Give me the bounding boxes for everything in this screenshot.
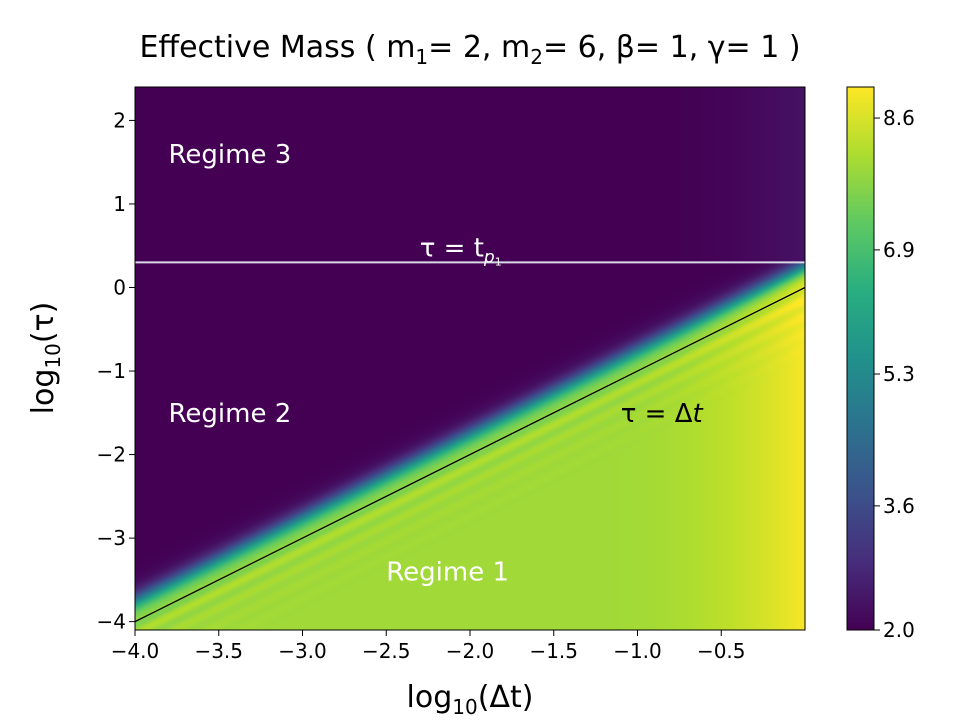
colorbar-tick-label: 2.0 [883, 618, 915, 642]
x-tick-label: −3.5 [194, 639, 243, 663]
y-tick-label: −1 [97, 359, 126, 383]
tau-tp1-label: τ = tp1 [420, 233, 502, 268]
colorbar-tick-label: 6.9 [883, 238, 915, 262]
y-tick-label: −2 [97, 443, 126, 467]
regime-3-label: Regime 3 [169, 140, 292, 170]
x-tick-label: −1.5 [529, 639, 578, 663]
plot-overlay: Regime 3 Regime 2 Regime 1 τ = tp1 τ = Δt [135, 140, 805, 623]
y-tick-label: −4 [97, 610, 126, 634]
y-tick-label: 1 [113, 192, 126, 216]
x-tick-label: −1.0 [613, 639, 662, 663]
colorbar [847, 87, 874, 630]
colorbar-tick-label: 5.3 [883, 362, 915, 386]
heatmap-area [135, 87, 805, 630]
colorbar-tick-label: 3.6 [883, 494, 915, 518]
x-axis-label: log10(Δt) [407, 680, 534, 719]
colorbar-tick-label: 8.6 [883, 106, 915, 130]
y-tick-label: 2 [113, 108, 126, 132]
y-axis-label: log10(τ) [26, 302, 65, 415]
colorbar-frame [846, 86, 875, 631]
x-tick-label: −3.0 [278, 639, 327, 663]
tau-dt-label: τ = Δt [621, 399, 704, 429]
tau-equals-dt-line [135, 286, 805, 623]
x-tick-label: −4.0 [111, 639, 160, 663]
y-tick-label: 0 [113, 275, 126, 299]
x-tick-label: −0.5 [697, 639, 746, 663]
x-tick-label: −2.0 [446, 639, 495, 663]
regime-1-label: Regime 1 [386, 558, 509, 588]
colorbar-axis: 8.6 6.9 5.3 3.6 2.0 [874, 106, 915, 642]
regime-2-label: Regime 2 [169, 399, 292, 429]
chart-title: Effective Mass ( m1= 2, m2= 6, β= 1, γ= … [139, 30, 800, 69]
y-tick-label: −3 [97, 526, 126, 550]
x-tick-label: −2.5 [362, 639, 411, 663]
y-axis: 2 1 0 −1 −2 −3 −4 [97, 108, 135, 634]
x-axis: −4.0 −3.5 −3.0 −2.5 −2.0 −1.5 −1.0 −0.5 [111, 630, 746, 663]
